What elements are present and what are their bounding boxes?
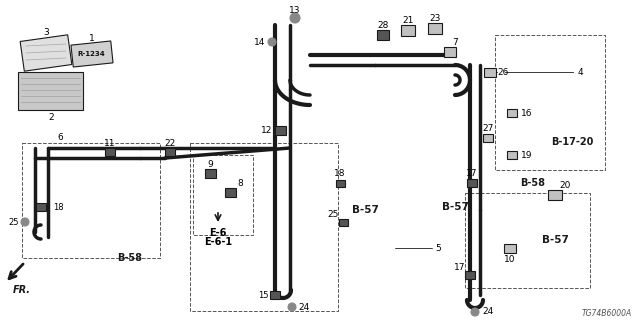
Circle shape <box>290 13 300 23</box>
Text: 16: 16 <box>521 108 532 117</box>
Text: 24: 24 <box>483 308 493 316</box>
Bar <box>507 109 517 117</box>
Text: 25: 25 <box>9 218 19 227</box>
Text: B-57: B-57 <box>351 205 378 215</box>
Bar <box>504 244 516 252</box>
Text: 12: 12 <box>261 125 273 134</box>
Bar <box>20 35 72 71</box>
Bar <box>22 143 160 258</box>
Bar <box>467 179 477 187</box>
Text: TG74B6000A: TG74B6000A <box>582 309 632 318</box>
Text: 25: 25 <box>327 210 339 219</box>
Bar <box>507 151 517 159</box>
Text: E-6: E-6 <box>209 228 227 238</box>
Circle shape <box>288 303 296 311</box>
Text: B-58: B-58 <box>118 253 143 263</box>
Bar <box>193 155 253 235</box>
Bar <box>105 148 115 156</box>
Bar <box>205 169 216 178</box>
Bar <box>165 148 175 156</box>
Text: B-57: B-57 <box>541 235 568 245</box>
Text: 24: 24 <box>298 302 310 311</box>
Circle shape <box>268 38 276 46</box>
Text: E-6-1: E-6-1 <box>204 237 232 247</box>
Text: 18: 18 <box>334 169 346 178</box>
Text: 5: 5 <box>435 244 441 252</box>
Bar <box>339 219 348 226</box>
Bar <box>465 271 475 279</box>
Text: 14: 14 <box>254 37 266 46</box>
Text: 26: 26 <box>497 68 509 76</box>
Text: B-57: B-57 <box>442 202 468 212</box>
Bar <box>275 125 285 134</box>
Text: 21: 21 <box>403 15 413 25</box>
Text: FR.: FR. <box>13 285 31 295</box>
Text: 8: 8 <box>237 179 243 188</box>
Text: R-1234: R-1234 <box>77 51 105 57</box>
Text: 28: 28 <box>378 20 388 29</box>
Text: B-58: B-58 <box>520 178 545 188</box>
Bar <box>428 22 442 34</box>
Bar <box>377 30 389 40</box>
Text: 15: 15 <box>258 291 268 300</box>
Text: 3: 3 <box>43 28 49 36</box>
Text: 23: 23 <box>429 13 441 22</box>
Bar <box>548 190 562 200</box>
Text: 18: 18 <box>52 203 63 212</box>
Text: 13: 13 <box>289 5 301 14</box>
Text: B-17-20: B-17-20 <box>551 137 593 147</box>
Bar <box>484 68 496 76</box>
Text: 9: 9 <box>207 159 213 169</box>
Bar <box>444 47 456 57</box>
Text: 17: 17 <box>467 169 477 178</box>
Text: 6: 6 <box>57 132 63 141</box>
Bar <box>71 41 113 67</box>
Bar <box>18 72 83 110</box>
Text: 20: 20 <box>559 180 571 189</box>
Bar <box>36 203 46 211</box>
Text: 2: 2 <box>48 113 54 122</box>
Text: 1: 1 <box>89 34 95 43</box>
Text: 27: 27 <box>483 124 493 132</box>
Bar <box>190 143 338 311</box>
Text: 19: 19 <box>521 150 532 159</box>
Text: 22: 22 <box>164 139 175 148</box>
Circle shape <box>471 308 479 316</box>
Bar <box>465 193 590 288</box>
Text: 10: 10 <box>504 255 516 265</box>
Bar <box>401 25 415 36</box>
Circle shape <box>21 218 29 226</box>
Bar <box>225 188 236 196</box>
Text: 17: 17 <box>454 263 466 273</box>
Text: 7: 7 <box>452 37 458 46</box>
Bar <box>495 35 605 170</box>
Bar <box>335 180 344 187</box>
Bar <box>270 291 280 299</box>
Text: 11: 11 <box>104 139 116 148</box>
Text: 4: 4 <box>577 68 583 76</box>
Bar <box>483 134 493 142</box>
